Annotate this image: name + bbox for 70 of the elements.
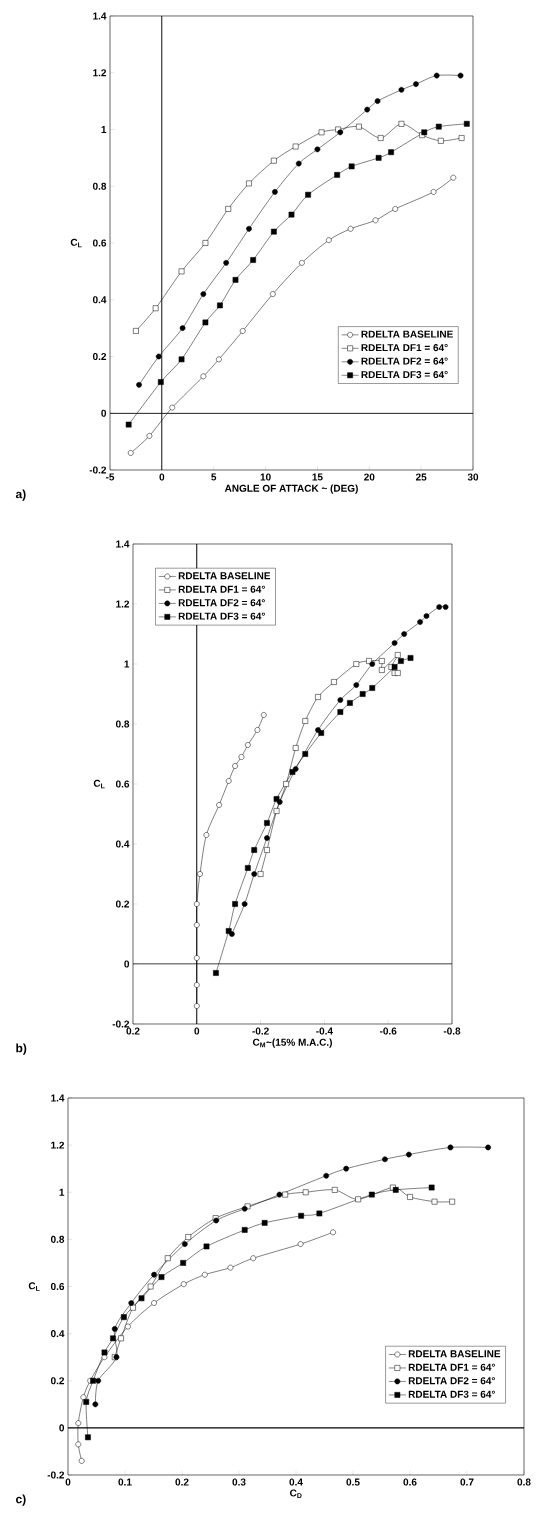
y-axis-title: C$_{L}$	[93, 779, 105, 789]
x-tick-label: -0.8	[443, 1027, 461, 1035]
legend-label: RDELTA BASELINE	[178, 572, 271, 580]
legend-label: RDELTA BASELINE	[408, 1350, 501, 1358]
y-tick-label: 1.2	[93, 69, 107, 77]
y-tick-label: 0.8	[115, 720, 130, 728]
x-tick-label: 0.7	[460, 1478, 474, 1486]
legend-label: RDELTA DF2 = 64°	[361, 357, 448, 365]
x-tick-label: 0	[194, 1027, 200, 1035]
x-tick-label: 5	[211, 473, 217, 481]
x-tick-label: -5	[105, 473, 115, 481]
legend-label: RDELTA DF2 = 64°	[178, 599, 265, 607]
text: c)	[16, 1494, 26, 1506]
y-tick-label: 0.6	[115, 780, 130, 788]
x-tick-label: -0.2	[252, 1027, 269, 1035]
legend-label: RDELTA DF1 = 64°	[361, 344, 448, 352]
legend-label: RDELTA DF1 = 64°	[408, 1363, 495, 1371]
y-tick-label: 1.4	[51, 1094, 65, 1102]
y-tick-label: 1	[59, 1188, 65, 1196]
y-tick-label: -0.2	[112, 1020, 130, 1028]
y-tick-label: 0.2	[50, 1377, 65, 1385]
y-tick-label: 0.4	[50, 1330, 65, 1338]
x-tick-label: 30	[467, 473, 479, 481]
x-tick-label: 0.3	[232, 1478, 246, 1486]
x-tick-label: 0.4	[289, 1478, 303, 1486]
y-tick-label: 1	[101, 126, 107, 133]
y-axis-title: C$_{L}$	[28, 1282, 40, 1291]
y-tick-label: 1.2	[51, 1141, 65, 1149]
x-tick-label: 0	[159, 473, 165, 481]
x-tick-label: 25	[415, 473, 427, 481]
y-tick-label: 0.2	[92, 352, 107, 361]
y-tick-label: 0.4	[115, 840, 130, 848]
x-tick-label: 0.6	[403, 1478, 417, 1486]
y-tick-label: 0.4	[92, 296, 107, 304]
x-tick-label: 10	[260, 473, 271, 481]
legend-label: RDELTA BASELINE	[361, 330, 453, 338]
x-tick-label: 0.8	[517, 1478, 531, 1486]
y-tick-label: 0	[59, 1424, 65, 1432]
legend-label: RDELTA DF3 = 64°	[408, 1390, 495, 1398]
legend-label: RDELTA DF1 = 64°	[178, 585, 265, 593]
legend-label: RDELTA DF2 = 64°	[408, 1377, 495, 1385]
y-axis-title: C$_{L}$	[70, 238, 82, 248]
x-tick-label: -0.4	[316, 1027, 333, 1035]
y-tick-label: 0.6	[50, 1282, 65, 1291]
x-tick-label: 20	[364, 473, 375, 481]
legend-label: RDELTA DF3 = 64°	[178, 612, 265, 620]
text: a)	[15, 489, 26, 501]
x-tick-label: 0.2	[175, 1478, 189, 1486]
x-axis-title: C$_{M}$~(15% M.A.C.)	[252, 1038, 332, 1048]
x-tick-label: 0	[65, 1478, 71, 1486]
legend-label: RDELTA DF3 = 64°	[361, 371, 448, 379]
x-tick-label: 0.5	[346, 1478, 360, 1486]
y-tick-label: 0.2	[115, 900, 130, 908]
y-tick-label: 0	[101, 409, 107, 417]
x-axis-title: C$_{D}$	[290, 1489, 302, 1498]
y-tick-label: 0.8	[92, 182, 107, 190]
x-tick-label: 15	[312, 473, 323, 481]
y-tick-label: 0.6	[92, 239, 107, 247]
y-tick-label: 0.8	[50, 1235, 65, 1243]
y-tick-label: -0.2	[89, 466, 107, 474]
x-tick-label: -0.6	[379, 1027, 397, 1035]
y-tick-label: 1.2	[116, 600, 130, 608]
y-tick-label: -0.2	[47, 1471, 65, 1479]
x-axis-title: ANGLE OF ATTACK ~ (DEG)	[224, 484, 358, 494]
y-tick-label: 1.4	[93, 12, 107, 20]
y-tick-label: 1	[124, 660, 130, 668]
y-tick-label: 1.4	[116, 540, 130, 548]
x-tick-label: 0.1	[118, 1478, 132, 1486]
text: b)	[16, 1043, 27, 1055]
y-tick-label: 0	[124, 960, 130, 968]
